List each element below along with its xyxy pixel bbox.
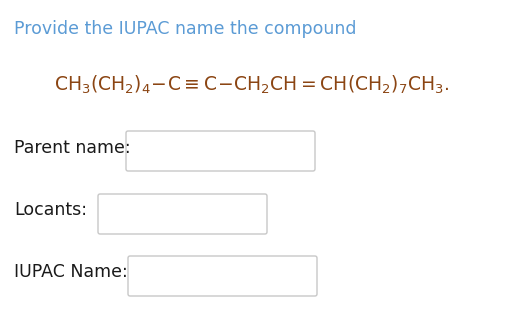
FancyBboxPatch shape bbox=[126, 131, 315, 171]
FancyBboxPatch shape bbox=[128, 256, 317, 296]
FancyBboxPatch shape bbox=[98, 194, 267, 234]
Text: $\mathsf{CH_3(CH_2)_4\!-\!C{\equiv}C\!-\!CH_2CH{=}CH(CH_2)_7CH_3.}$: $\mathsf{CH_3(CH_2)_4\!-\!C{\equiv}C\!-\… bbox=[55, 74, 449, 96]
Text: IUPAC Name:: IUPAC Name: bbox=[14, 263, 128, 281]
Text: Locants:: Locants: bbox=[14, 201, 87, 219]
Text: Provide the IUPAC name the compound: Provide the IUPAC name the compound bbox=[14, 20, 357, 38]
Text: Parent name:: Parent name: bbox=[14, 139, 131, 157]
